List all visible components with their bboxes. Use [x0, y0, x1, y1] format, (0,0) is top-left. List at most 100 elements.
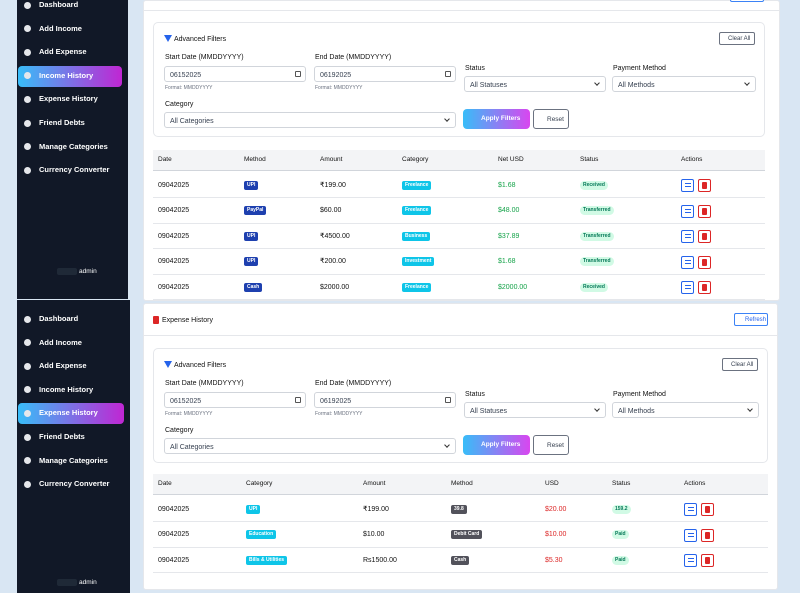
cell-text: $10.00	[545, 531, 567, 538]
payment-method-input[interactable]: All Methods	[612, 76, 756, 92]
menu-icon	[24, 315, 31, 323]
delete-icon	[705, 506, 710, 513]
cell-text: 09042025	[158, 181, 190, 189]
start-date-input[interactable]: 06152025	[164, 66, 306, 82]
badge: 39.8	[451, 504, 467, 514]
apply-filters-button[interactable]: Apply Filters	[463, 109, 530, 129]
refresh-button-partial[interactable]	[730, 0, 764, 2]
header-divider	[143, 335, 778, 336]
payment-method-value: All Methods	[618, 81, 655, 89]
cell-text: $20.00	[545, 505, 567, 513]
calendar-icon	[445, 397, 451, 403]
convert-icon	[684, 183, 691, 187]
user-name: admin	[79, 267, 97, 275]
cell-text: $1.68	[498, 258, 516, 265]
convert-icon	[684, 285, 691, 289]
menu-icon	[24, 362, 31, 370]
menu-item[interactable]: Dashboard	[39, 314, 79, 323]
menu-icon	[24, 25, 31, 33]
menu-item[interactable]: Add Expense	[39, 361, 87, 371]
clear-all-button[interactable]: Clear All	[719, 32, 755, 45]
column-header: Status	[612, 480, 631, 487]
menu-item[interactable]: Dashboard	[39, 0, 79, 9]
category-label: Category	[165, 427, 194, 434]
menu-item[interactable]: Currency Converter	[39, 165, 110, 175]
badge: Business	[402, 231, 431, 241]
sidebar: Dashboard Add Income Add Expense Income His…	[17, 0, 128, 299]
status-value: All Statuses	[470, 407, 507, 415]
cell-text: $37.89	[498, 232, 520, 240]
column-header: Amount	[363, 480, 386, 487]
menu-item[interactable]: Friend Debts	[39, 118, 85, 127]
badge: Freelance	[402, 180, 432, 190]
cell-text: ₹200.00	[320, 258, 346, 265]
menu-item[interactable]: Add Income	[39, 337, 82, 347]
menu-item[interactable]: Currency Converter	[39, 479, 110, 489]
table-header-row	[153, 474, 768, 495]
convert-icon	[687, 558, 694, 562]
filter-title: Advanced Filters	[174, 35, 227, 43]
refresh-button[interactable]: Refresh	[734, 313, 768, 326]
convert-button[interactable]	[681, 230, 694, 243]
convert-button[interactable]	[681, 255, 694, 269]
menu-item[interactable]: Expense History	[39, 94, 98, 104]
cell-text: 09042025	[158, 207, 190, 214]
start-date-input[interactable]: 06152025	[164, 392, 306, 408]
convert-button[interactable]	[684, 503, 697, 516]
delete-icon	[702, 182, 707, 189]
menu-icon	[24, 48, 31, 56]
table-row-divider	[153, 197, 765, 198]
clear-all-button[interactable]: Clear All	[722, 358, 758, 371]
end-date-input[interactable]: 06192025	[314, 392, 456, 408]
calendar-icon	[445, 71, 451, 77]
menu-item[interactable]: Add Expense	[39, 47, 87, 57]
reset-button[interactable]: Reset	[533, 109, 569, 129]
badge: UPI	[246, 504, 261, 514]
convert-button[interactable]	[681, 204, 694, 218]
menu-item[interactable]: Friend Debts	[39, 432, 85, 441]
active-menu-pill	[18, 65, 122, 87]
payment-method-input[interactable]: All Methods	[612, 402, 759, 418]
cell-text: ₹4500.00	[320, 232, 350, 240]
menu-item[interactable]: Income History	[39, 384, 94, 394]
select-chevron	[744, 80, 750, 86]
status-input[interactable]: All Statuses	[464, 76, 606, 92]
badge: Investment	[402, 257, 435, 266]
convert-button[interactable]	[684, 528, 697, 542]
badge: Cash	[451, 555, 470, 565]
menu-item[interactable]: Income History	[39, 70, 94, 80]
convert-button[interactable]	[681, 179, 694, 192]
cell-text: $48.00	[498, 207, 520, 214]
menu-icon	[24, 143, 31, 151]
menu-item[interactable]: Expense History	[39, 408, 98, 418]
header-icon	[153, 316, 159, 324]
cell-text: $5.30	[545, 556, 563, 564]
header-title: Expense History	[162, 316, 213, 324]
badge: Freelance	[402, 282, 432, 292]
status-input[interactable]: All Statuses	[464, 402, 606, 418]
menu-icon	[24, 409, 31, 417]
status-badge: Transferred	[580, 206, 614, 215]
user-avatar	[57, 579, 77, 586]
cell-text: Rs1500.00	[363, 556, 397, 564]
category-input[interactable]: All Categories	[164, 438, 456, 454]
category-input[interactable]: All Categories	[164, 112, 456, 128]
calendar-icon	[295, 71, 301, 77]
badge: UPI	[244, 180, 259, 190]
reset-button[interactable]: Reset	[533, 435, 569, 455]
menu-item[interactable]: Manage Categories	[39, 455, 108, 465]
menu-item[interactable]: Add Income	[39, 23, 82, 33]
table-row-divider	[153, 248, 765, 249]
end-date-input[interactable]: 06192025	[314, 66, 456, 82]
menu-icon	[24, 433, 31, 441]
menu-item[interactable]: Manage Categories	[39, 141, 108, 151]
menu-icon	[24, 72, 31, 80]
convert-button[interactable]	[681, 281, 694, 294]
table-row-divider	[153, 546, 768, 548]
status-badge: Transferred	[580, 257, 614, 266]
convert-button[interactable]	[684, 554, 697, 567]
apply-filters-button[interactable]: Apply Filters	[463, 435, 530, 455]
badge: Cash	[244, 282, 263, 292]
convert-icon	[687, 507, 694, 511]
column-header: Category	[402, 156, 429, 163]
